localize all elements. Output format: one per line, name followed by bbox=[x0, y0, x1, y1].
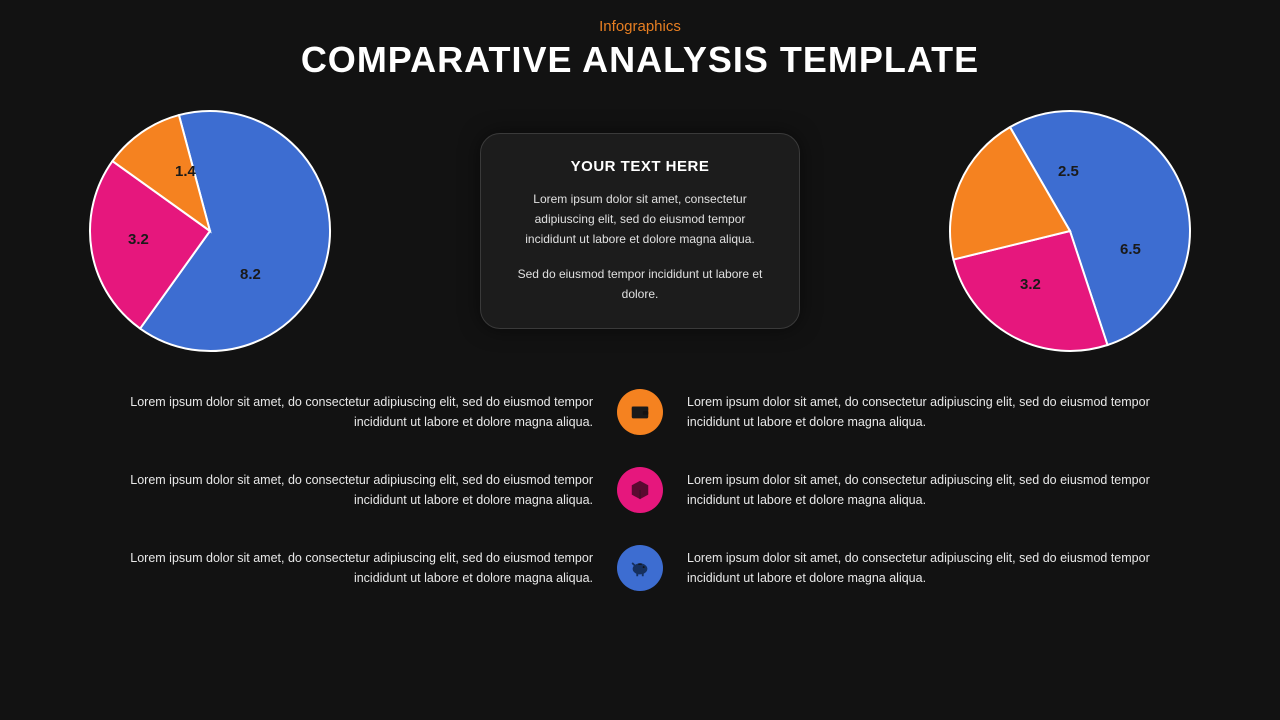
pie-label-right-0: 6.5 bbox=[1120, 241, 1141, 258]
feature-text-left-2: Lorem ipsum dolor sit amet, do consectet… bbox=[80, 548, 593, 588]
subtitle: Infographics bbox=[0, 18, 1280, 35]
feature-text-left-1: Lorem ipsum dolor sit amet, do consectet… bbox=[80, 470, 593, 510]
feature-text-left-0: Lorem ipsum dolor sit amet, do consectet… bbox=[80, 392, 593, 432]
text-box-body-2: Sed do eiusmod tempor incididunt ut labo… bbox=[509, 264, 771, 305]
text-box-body-1: Lorem ipsum dolor sit amet, consectetur … bbox=[509, 189, 771, 250]
pie-chart-right: 6.5 3.2 2.5 bbox=[940, 101, 1200, 361]
pie-label-right-2: 2.5 bbox=[1058, 163, 1079, 180]
pie-label-left-2: 1.4 bbox=[175, 163, 196, 180]
page-title: COMPARATIVE ANALYSIS TEMPLATE bbox=[0, 39, 1280, 81]
feature-text-right-0: Lorem ipsum dolor sit amet, do consectet… bbox=[687, 392, 1200, 432]
feature-text-right-2: Lorem ipsum dolor sit amet, do consectet… bbox=[687, 548, 1200, 588]
feature-row-2: Lorem ipsum dolor sit amet, do consectet… bbox=[80, 545, 1200, 591]
text-box-title: YOUR TEXT HERE bbox=[509, 158, 771, 175]
pie-label-left-1: 3.2 bbox=[128, 231, 149, 248]
charts-row: 8.2 3.2 1.4 YOUR TEXT HERE Lorem ipsum dol… bbox=[0, 81, 1280, 371]
piggy-icon bbox=[617, 545, 663, 591]
wallet-icon bbox=[617, 389, 663, 435]
header: Infographics COMPARATIVE ANALYSIS TEMPLA… bbox=[0, 0, 1280, 81]
feature-text-right-1: Lorem ipsum dolor sit amet, do consectet… bbox=[687, 470, 1200, 510]
feature-row-0: Lorem ipsum dolor sit amet, do consectet… bbox=[80, 389, 1200, 435]
pie-label-right-1: 3.2 bbox=[1020, 276, 1041, 293]
pie-label-left-0: 8.2 bbox=[240, 266, 261, 283]
center-text-box: YOUR TEXT HERE Lorem ipsum dolor sit ame… bbox=[480, 133, 800, 330]
box-icon bbox=[617, 467, 663, 513]
features-section: Lorem ipsum dolor sit amet, do consectet… bbox=[0, 371, 1280, 591]
pie-chart-left: 8.2 3.2 1.4 bbox=[80, 101, 340, 361]
feature-row-1: Lorem ipsum dolor sit amet, do consectet… bbox=[80, 467, 1200, 513]
